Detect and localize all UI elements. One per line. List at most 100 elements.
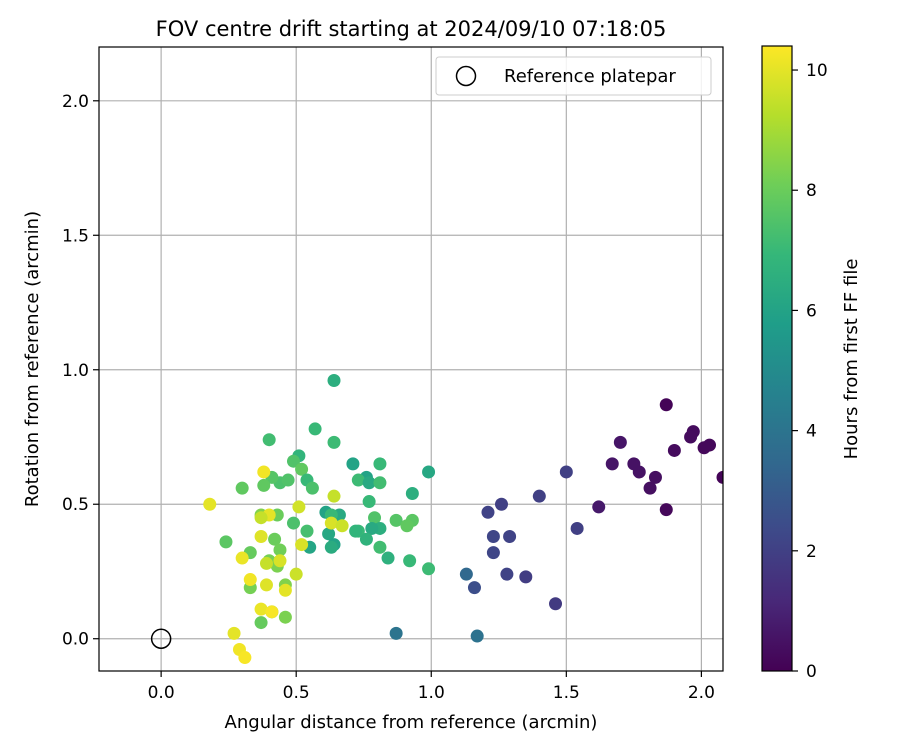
data-point xyxy=(503,530,517,544)
data-point xyxy=(322,527,336,541)
y-tick-label: 2.0 xyxy=(62,92,89,112)
legend: Reference platepar xyxy=(435,56,712,96)
data-point xyxy=(470,629,484,643)
data-point xyxy=(532,489,546,503)
x-tick-label: 2.0 xyxy=(688,683,715,703)
data-point xyxy=(286,516,300,530)
reference-platepar-marker xyxy=(150,628,172,649)
data-point xyxy=(368,511,382,525)
colorbar-tick-label: 6 xyxy=(806,301,817,321)
data-point xyxy=(519,570,533,584)
colorbar-label: Hours from first FF file xyxy=(841,259,862,460)
data-point xyxy=(422,465,436,479)
data-point xyxy=(286,454,300,468)
legend-box xyxy=(435,56,712,96)
data-point xyxy=(373,457,387,471)
x-tick-label: 0.0 xyxy=(148,683,175,703)
data-point xyxy=(627,457,641,471)
y-tick-label: 1.5 xyxy=(62,226,89,246)
data-point xyxy=(327,374,341,388)
data-point xyxy=(268,532,282,546)
data-point xyxy=(265,605,279,619)
data-point xyxy=(219,535,233,549)
colorbar: 0 2 4 6 8 10 Hours from first FF file xyxy=(761,45,862,682)
data-point xyxy=(648,470,662,484)
data-point xyxy=(227,626,241,640)
data-point xyxy=(324,516,338,530)
data-point xyxy=(362,476,376,490)
data-point xyxy=(278,583,292,597)
data-point xyxy=(643,481,657,495)
scatter-points xyxy=(203,374,723,665)
data-point xyxy=(308,422,322,436)
data-point xyxy=(405,486,419,500)
data-point xyxy=(373,540,387,554)
colorbar-ticks: 0 2 4 6 8 10 xyxy=(792,61,828,682)
y-tick-label: 1.0 xyxy=(62,361,89,381)
data-point xyxy=(257,478,271,492)
legend-marker xyxy=(455,65,477,87)
data-point xyxy=(359,532,373,546)
y-axis-ticks: 0.0 0.5 1.0 1.5 2.0 xyxy=(62,92,99,650)
data-point xyxy=(262,433,276,447)
data-point xyxy=(659,398,673,412)
data-point xyxy=(254,616,268,630)
data-point xyxy=(389,626,403,640)
data-point xyxy=(257,465,271,479)
data-point xyxy=(716,470,723,484)
colorbar-frame xyxy=(761,45,793,672)
data-point xyxy=(500,567,514,581)
data-point xyxy=(305,481,319,495)
data-point xyxy=(467,581,481,595)
data-point xyxy=(373,476,387,490)
colorbar-tick-label: 10 xyxy=(806,61,828,81)
data-point xyxy=(362,495,376,509)
data-point xyxy=(327,489,341,503)
data-point xyxy=(592,500,606,514)
data-point xyxy=(292,500,306,514)
data-point xyxy=(613,435,627,449)
legend-label: Reference platepar xyxy=(504,66,676,87)
y-tick-label: 0.5 xyxy=(62,495,89,515)
data-point xyxy=(281,473,295,487)
data-point xyxy=(295,462,309,476)
colorbar-gradient xyxy=(762,46,792,671)
colorbar-tick-label: 0 xyxy=(806,662,817,682)
data-point xyxy=(403,554,417,568)
data-point xyxy=(659,503,673,517)
data-point xyxy=(422,562,436,576)
data-point xyxy=(349,524,363,538)
data-point xyxy=(273,554,287,568)
x-tick-label: 0.5 xyxy=(283,683,310,703)
data-point xyxy=(254,530,268,544)
data-point xyxy=(259,556,273,570)
data-point xyxy=(295,538,309,552)
x-axis-label: Angular distance from reference (arcmin) xyxy=(225,712,598,733)
data-point xyxy=(559,465,573,479)
data-point xyxy=(335,519,349,533)
data-point xyxy=(259,578,273,592)
data-point xyxy=(365,521,379,535)
data-point xyxy=(346,457,360,471)
data-point xyxy=(235,551,249,565)
data-point xyxy=(481,505,495,519)
colorbar-tick-label: 2 xyxy=(806,542,817,562)
x-tick-label: 1.0 xyxy=(418,683,445,703)
x-axis-ticks: 0.0 0.5 1.0 1.5 2.0 xyxy=(148,671,715,703)
data-point xyxy=(273,543,287,557)
data-point xyxy=(327,435,341,449)
data-point xyxy=(570,521,584,535)
y-axis-label: Rotation from reference (arcmin) xyxy=(22,211,43,507)
y-tick-label: 0.0 xyxy=(62,630,89,650)
data-point xyxy=(605,457,619,471)
data-point xyxy=(351,473,365,487)
data-point xyxy=(400,519,414,533)
data-point xyxy=(203,497,217,511)
data-point xyxy=(289,567,303,581)
data-point xyxy=(684,430,698,444)
data-point xyxy=(254,602,268,616)
chart-title: FOV centre drift starting at 2024/09/10 … xyxy=(156,17,667,41)
data-point xyxy=(324,540,338,554)
data-point xyxy=(494,497,508,511)
